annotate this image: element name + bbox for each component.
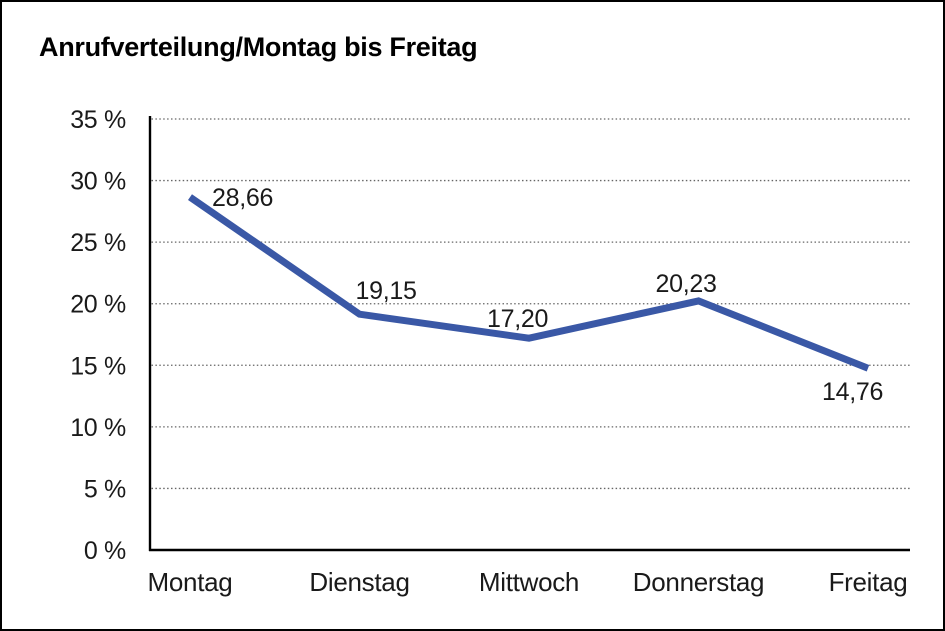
y-tick-label: 30 % [70, 168, 126, 196]
y-tick-label: 20 % [70, 291, 126, 319]
y-tick-label: 25 % [70, 229, 126, 257]
data-line [188, 194, 870, 372]
data-label: 17,20 [487, 305, 548, 333]
x-tick-label: Mittwoch [479, 567, 579, 597]
y-tick-label: 10 % [70, 414, 126, 442]
y-tick-label: 0 % [84, 537, 126, 565]
data-label: 19,15 [356, 277, 417, 305]
data-label: 28,66 [212, 184, 273, 212]
x-tick-label: Donnerstag [633, 567, 764, 597]
data-label: 20,23 [656, 270, 717, 298]
y-tick-label: 15 % [70, 352, 126, 380]
x-tick-label: Montag [148, 567, 233, 597]
y-tick-label: 5 % [84, 475, 126, 503]
y-tick-label: 35 % [70, 106, 126, 134]
x-tick-label: Dienstag [309, 567, 409, 597]
x-tick-label: Freitag [829, 567, 908, 597]
data-label: 14,76 [822, 378, 883, 406]
chart-title: Anrufverteilung/Montag bis Freitag [39, 32, 478, 62]
